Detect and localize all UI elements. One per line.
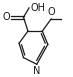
Text: N: N	[33, 66, 40, 76]
Text: OH: OH	[31, 3, 46, 13]
Text: O: O	[47, 7, 55, 17]
Text: O: O	[2, 12, 10, 22]
